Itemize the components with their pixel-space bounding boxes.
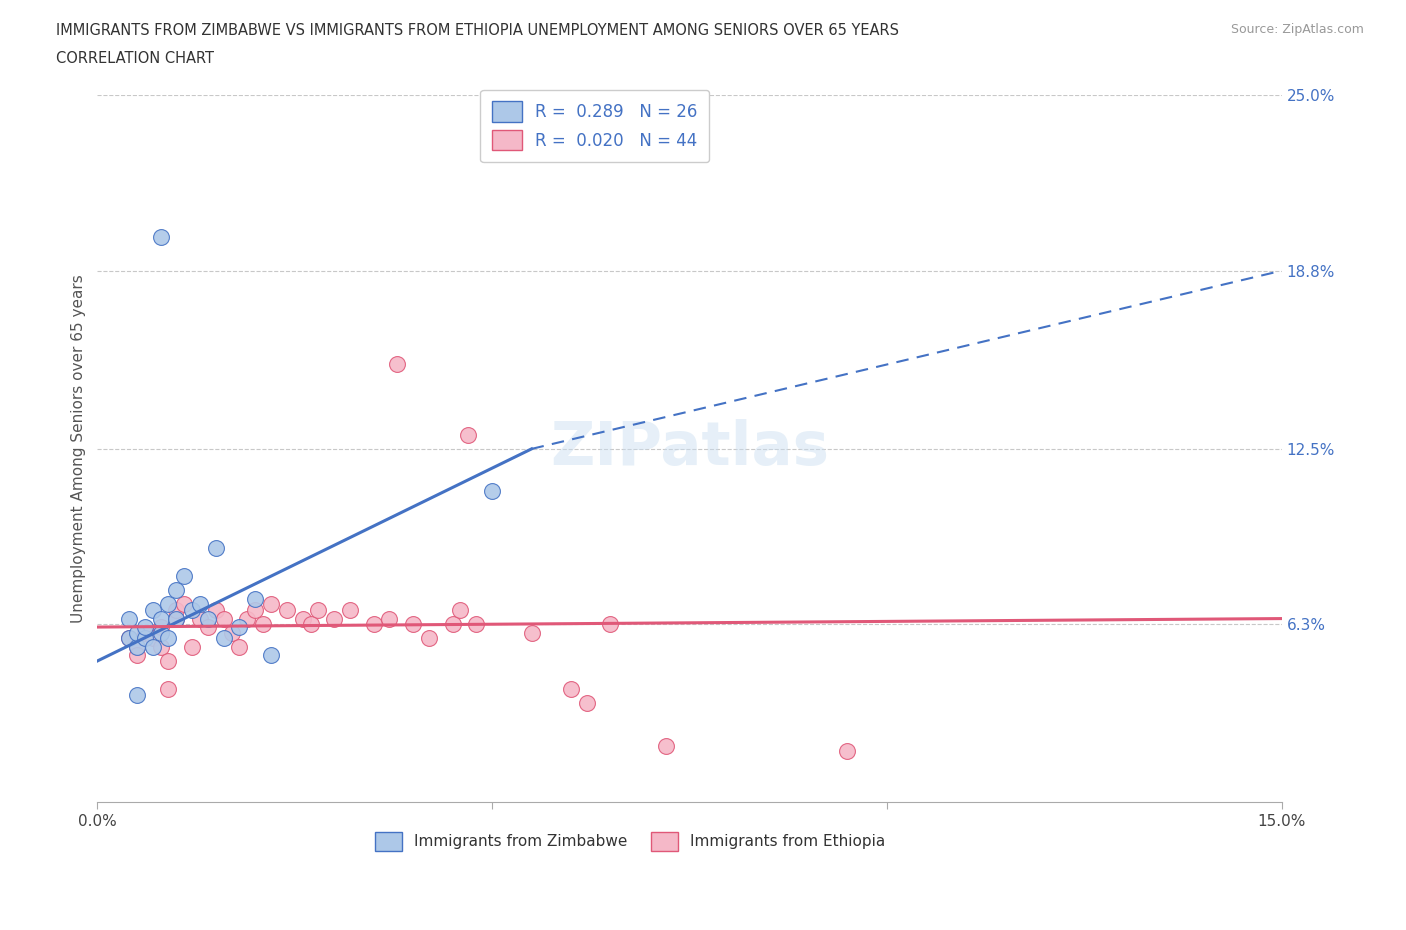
Point — [260, 597, 283, 612]
Point — [165, 611, 187, 626]
Point — [173, 597, 195, 612]
Point — [181, 640, 204, 655]
Point — [387, 356, 409, 371]
Point — [165, 611, 187, 626]
Point — [339, 603, 361, 618]
Point — [457, 427, 479, 442]
Point — [157, 597, 180, 612]
Point — [142, 603, 165, 618]
Point — [197, 611, 219, 626]
Point — [181, 603, 204, 618]
Text: CORRELATION CHART: CORRELATION CHART — [56, 51, 214, 66]
Point — [142, 640, 165, 655]
Point — [149, 640, 172, 655]
Point — [599, 617, 621, 631]
Point — [252, 617, 274, 631]
Text: ZIPatlas: ZIPatlas — [550, 419, 830, 478]
Point — [149, 230, 172, 245]
Point — [228, 619, 250, 634]
Point — [134, 625, 156, 640]
Point — [575, 696, 598, 711]
Y-axis label: Unemployment Among Seniors over 65 years: Unemployment Among Seniors over 65 years — [72, 274, 86, 623]
Point — [157, 682, 180, 697]
Point — [245, 603, 267, 618]
Point — [299, 617, 322, 631]
Point — [236, 611, 259, 626]
Point — [212, 631, 235, 645]
Point — [188, 597, 211, 612]
Point — [188, 611, 211, 626]
Point — [165, 603, 187, 618]
Legend: Immigrants from Zimbabwe, Immigrants from Ethiopia: Immigrants from Zimbabwe, Immigrants fro… — [367, 825, 893, 858]
Point — [441, 617, 464, 631]
Point — [481, 484, 503, 498]
Point — [118, 631, 141, 645]
Point — [276, 603, 298, 618]
Point — [228, 640, 250, 655]
Point — [204, 603, 226, 618]
Point — [465, 617, 488, 631]
Point — [142, 631, 165, 645]
Point — [125, 640, 148, 655]
Point — [125, 625, 148, 640]
Point — [125, 687, 148, 702]
Point — [134, 631, 156, 645]
Point — [418, 631, 440, 645]
Point — [520, 625, 543, 640]
Point — [125, 640, 148, 655]
Point — [363, 617, 385, 631]
Point — [197, 619, 219, 634]
Point — [125, 648, 148, 663]
Point — [165, 583, 187, 598]
Text: IMMIGRANTS FROM ZIMBABWE VS IMMIGRANTS FROM ETHIOPIA UNEMPLOYMENT AMONG SENIORS : IMMIGRANTS FROM ZIMBABWE VS IMMIGRANTS F… — [56, 23, 900, 38]
Text: Source: ZipAtlas.com: Source: ZipAtlas.com — [1230, 23, 1364, 36]
Point — [291, 611, 314, 626]
Point — [118, 631, 141, 645]
Point — [204, 540, 226, 555]
Point — [655, 738, 678, 753]
Point — [245, 591, 267, 606]
Point — [837, 744, 859, 759]
Point — [157, 631, 180, 645]
Point — [173, 569, 195, 584]
Point — [212, 611, 235, 626]
Point — [323, 611, 346, 626]
Point — [260, 648, 283, 663]
Point — [149, 619, 172, 634]
Point — [118, 611, 141, 626]
Point — [378, 611, 401, 626]
Point — [149, 625, 172, 640]
Point — [134, 619, 156, 634]
Point — [450, 603, 472, 618]
Point — [221, 625, 243, 640]
Point — [402, 617, 425, 631]
Point — [560, 682, 582, 697]
Point — [157, 654, 180, 669]
Point — [307, 603, 329, 618]
Point — [149, 611, 172, 626]
